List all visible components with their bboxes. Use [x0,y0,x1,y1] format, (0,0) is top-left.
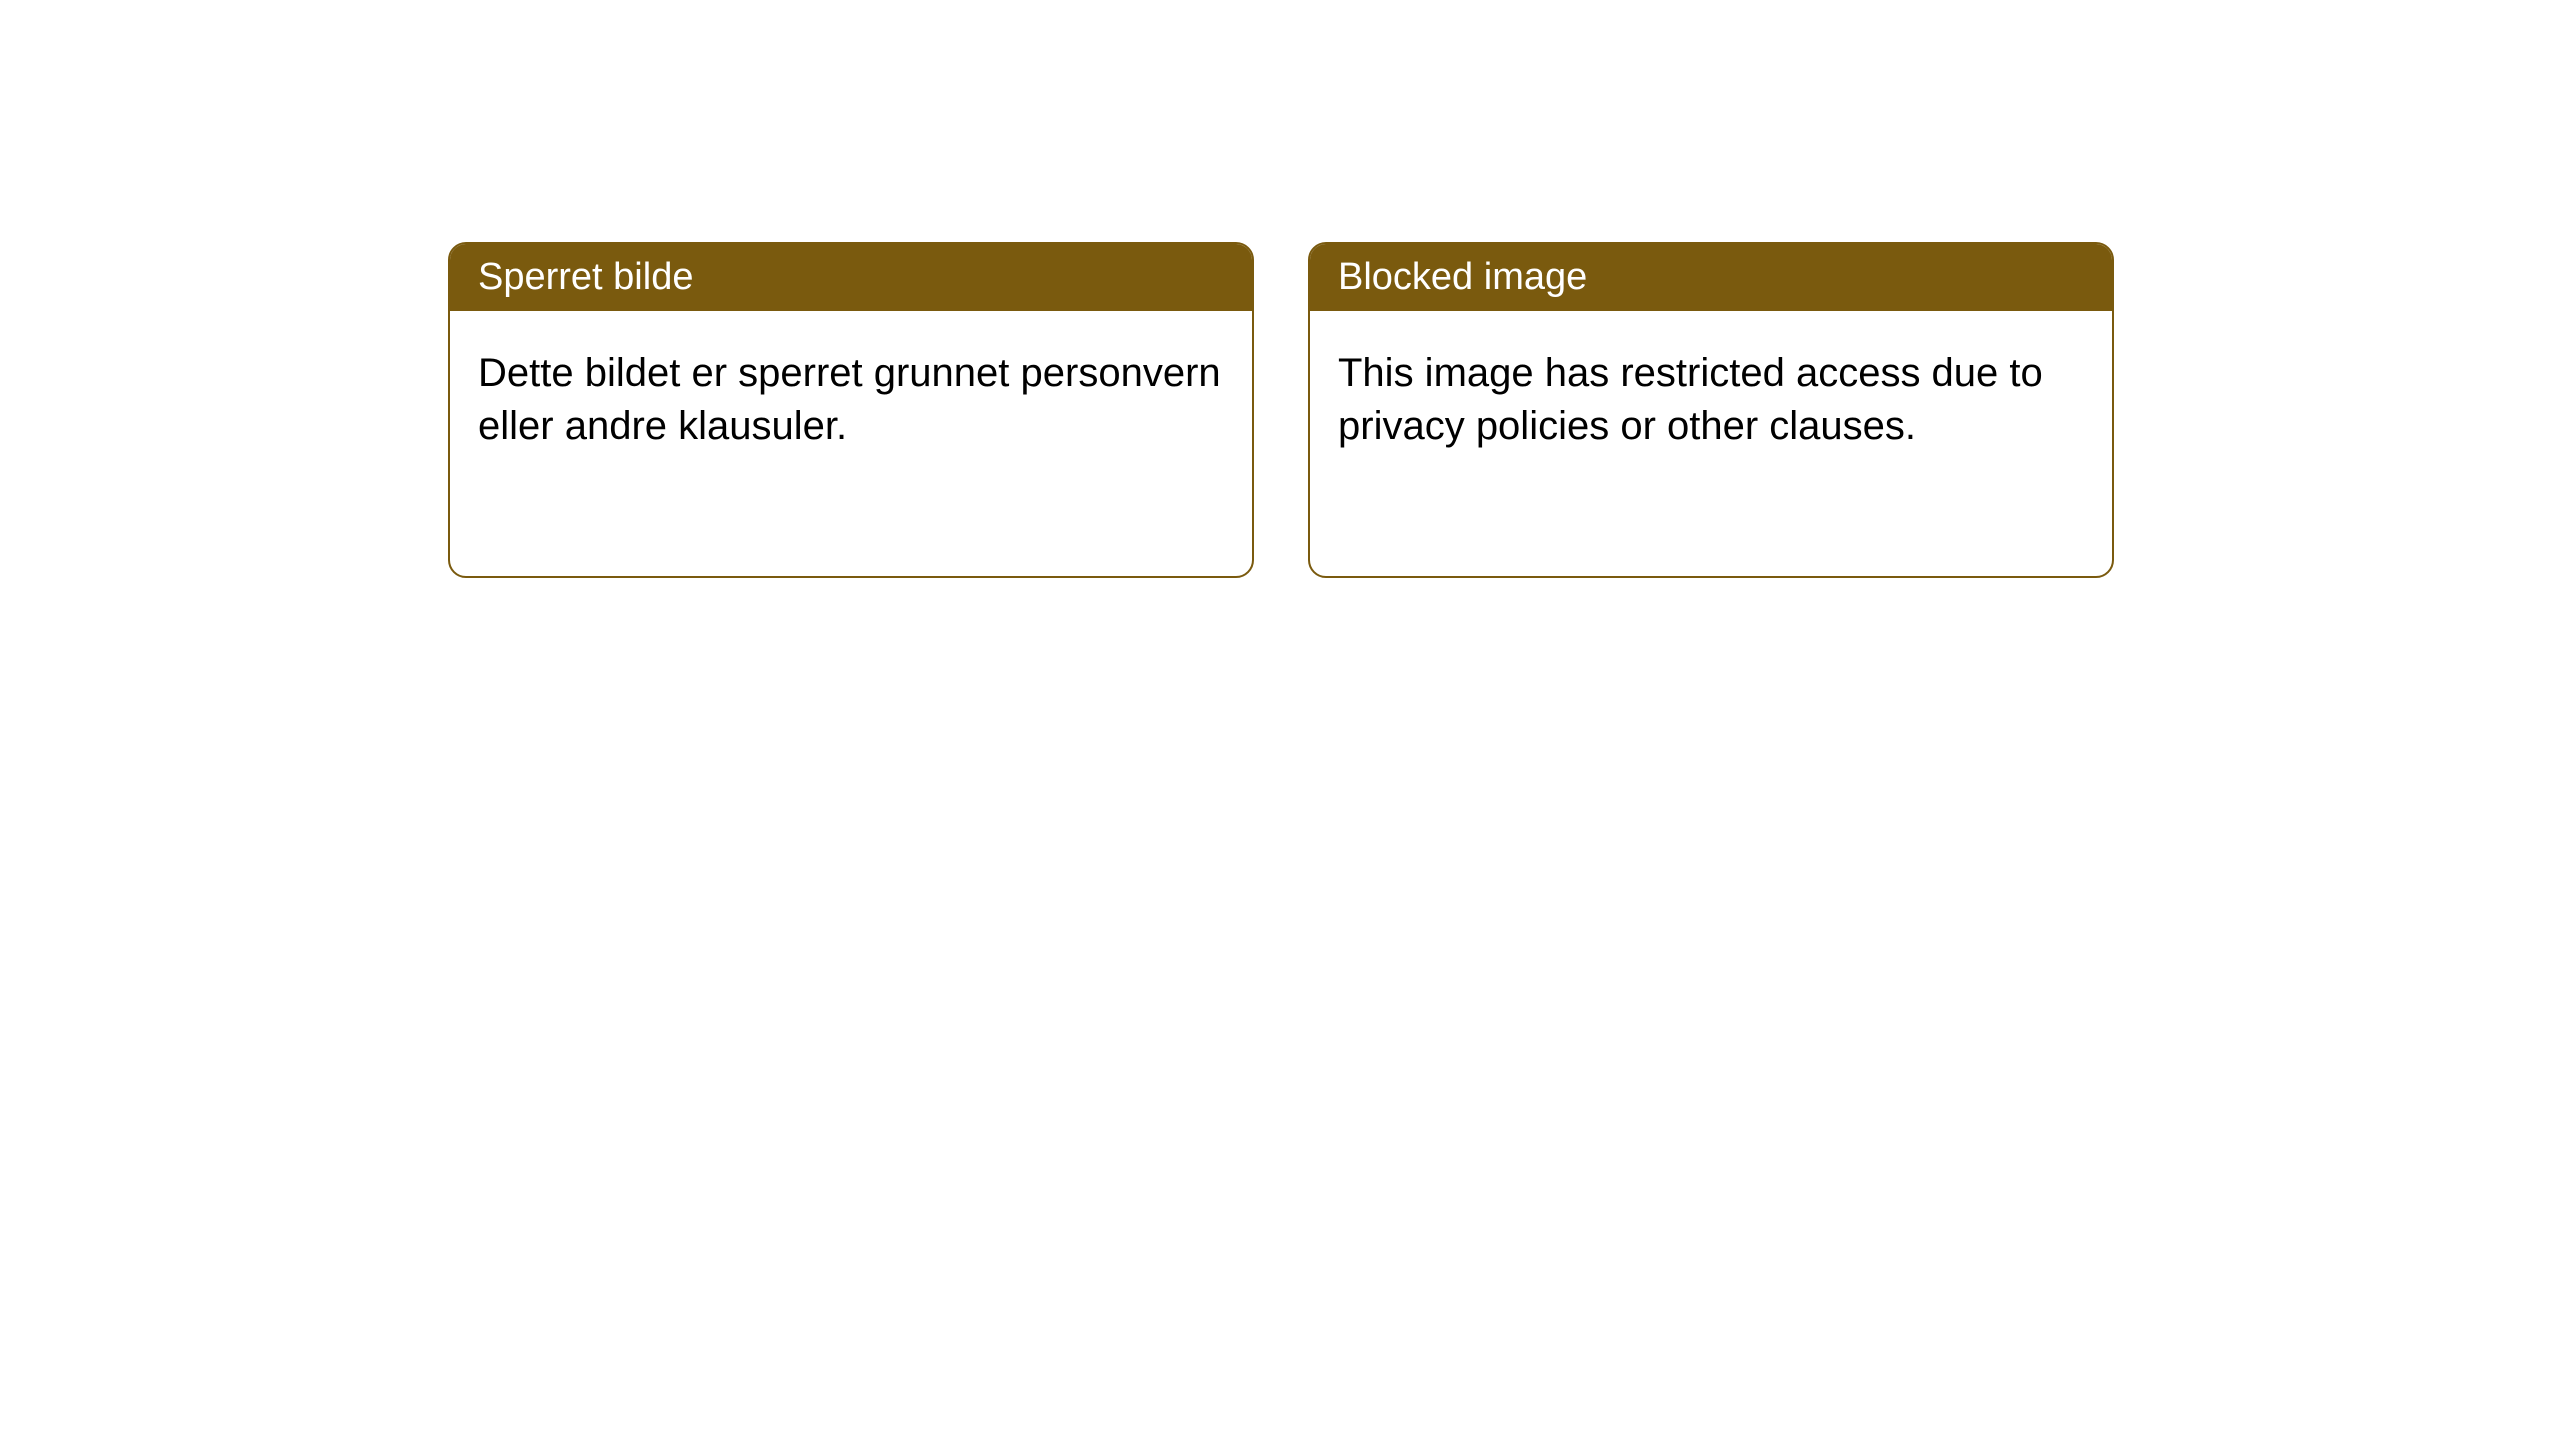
notice-card-english: Blocked image This image has restricted … [1308,242,2114,578]
card-body: Dette bildet er sperret grunnet personve… [450,311,1252,489]
notice-container: Sperret bilde Dette bildet er sperret gr… [0,0,2560,578]
notice-card-norwegian: Sperret bilde Dette bildet er sperret gr… [448,242,1254,578]
card-body: This image has restricted access due to … [1310,311,2112,489]
card-header-text: Sperret bilde [478,256,693,298]
card-header: Blocked image [1310,244,2112,311]
card-body-text: This image has restricted access due to … [1338,351,2043,448]
card-body-text: Dette bildet er sperret grunnet personve… [478,351,1221,448]
card-header-text: Blocked image [1338,256,1587,298]
card-header: Sperret bilde [450,244,1252,311]
